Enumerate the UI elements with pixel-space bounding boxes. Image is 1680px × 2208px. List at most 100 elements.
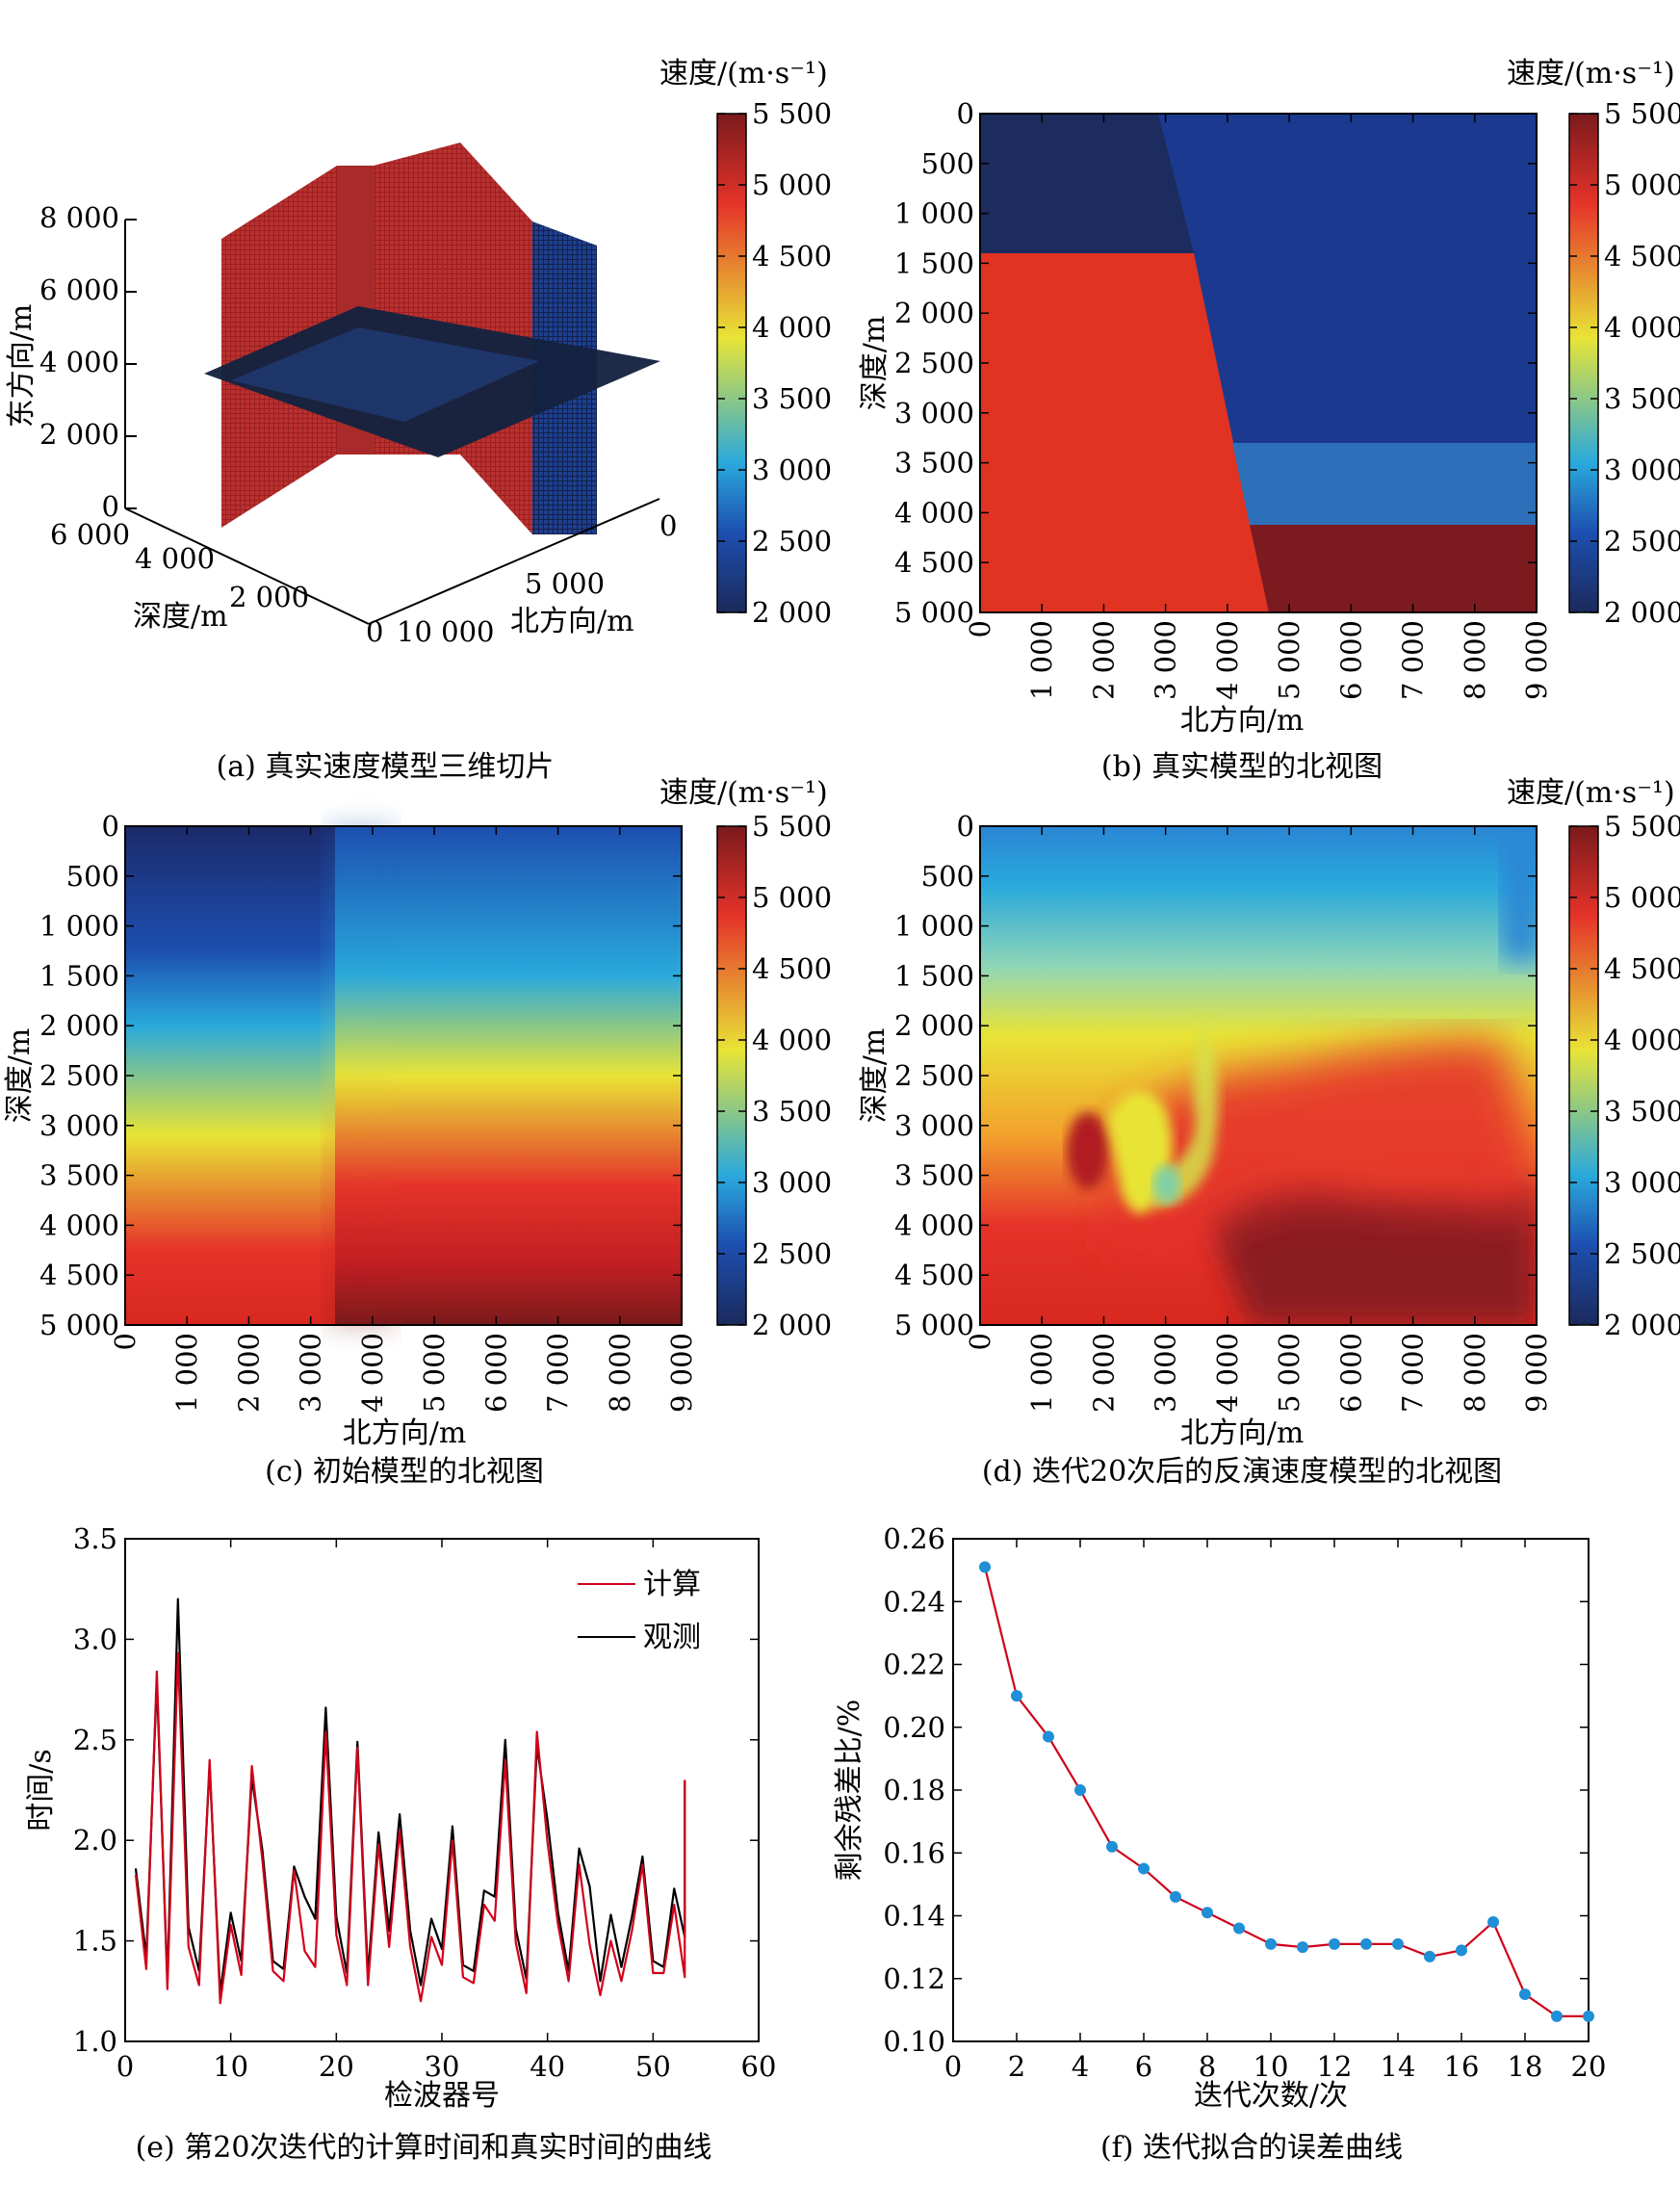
b-ytick-6: 3 000 bbox=[894, 397, 974, 429]
d-red-blob bbox=[1067, 1112, 1109, 1189]
b-cbar-tick-0: 2 000 bbox=[1604, 596, 1680, 629]
d-ytick-8: 4 000 bbox=[894, 1208, 974, 1241]
c-xlabel: 北方向/m bbox=[343, 1416, 467, 1450]
b-caption: (b) 真实模型的北视图 bbox=[1101, 750, 1383, 784]
f-ytick-3: 0.16 bbox=[883, 1836, 945, 1869]
f-xtick-8: 16 bbox=[1444, 2050, 1480, 2083]
f-ylabel: 剩余残差比/% bbox=[833, 1700, 866, 1882]
d-xtick-5: 5 000 bbox=[1273, 1333, 1305, 1413]
d-cbar-tick-5: 4 500 bbox=[1604, 952, 1680, 985]
f-error-point bbox=[1424, 1950, 1435, 1962]
c-xtick-5: 5 000 bbox=[418, 1333, 451, 1413]
f-error-point bbox=[1170, 1890, 1181, 1903]
c-cbar-tick-2: 3 000 bbox=[752, 1166, 832, 1199]
f-ytick-2: 0.14 bbox=[883, 1900, 945, 1933]
f-xtick-9: 18 bbox=[1508, 2050, 1543, 2083]
d-ytick-0: 0 bbox=[957, 810, 974, 843]
f-ytick-8: 0.26 bbox=[883, 1522, 945, 1555]
f-ytick-1: 0.12 bbox=[883, 1962, 945, 1995]
e-xtick-6: 60 bbox=[741, 2050, 777, 2083]
f-error-point bbox=[1551, 2010, 1563, 2022]
b-ytick-1: 500 bbox=[921, 147, 974, 180]
a-tick-depth-0: 0 bbox=[366, 615, 383, 648]
b-xtick-4: 4 000 bbox=[1211, 620, 1244, 700]
c-xtick-9: 9 000 bbox=[665, 1333, 698, 1413]
b-ytick-10: 5 000 bbox=[894, 596, 974, 629]
c-ytick-1: 500 bbox=[66, 860, 119, 893]
d-ytick-10: 5 000 bbox=[894, 1309, 974, 1341]
b-xtick-9: 9 000 bbox=[1520, 620, 1553, 700]
b-fast-layer bbox=[980, 253, 1269, 612]
f-ytick-4: 0.18 bbox=[883, 1774, 945, 1806]
panel-a: 0 2 000 4 000 6 000 8 000 东方向/m 6 000 4 … bbox=[5, 57, 832, 784]
e-series-calc-line bbox=[134, 1651, 686, 2005]
c-ylabel: 深度/m bbox=[3, 1028, 37, 1124]
e-ytick-1: 1.5 bbox=[73, 1925, 117, 1958]
c-xtick-3: 3 000 bbox=[295, 1333, 327, 1413]
a-tick-north-10000: 10 000 bbox=[397, 615, 494, 648]
d-ytick-2: 1 000 bbox=[894, 910, 974, 943]
a-cbar-tick-0: 2 000 bbox=[752, 596, 832, 629]
f-error-point bbox=[1202, 1907, 1213, 1919]
f-xtick-3: 6 bbox=[1135, 2050, 1152, 2083]
d-xtick-7: 7 000 bbox=[1397, 1333, 1430, 1413]
f-error-point bbox=[1487, 1916, 1499, 1929]
a-tick-depth-2000: 2 000 bbox=[229, 581, 309, 613]
f-error-point bbox=[1360, 1937, 1372, 1950]
b-ylabel: 深度/m bbox=[858, 316, 892, 411]
a-cbar-tick-7: 5 500 bbox=[752, 97, 832, 130]
e-caption: (e) 第20次迭代的计算时间和真实时间的曲线 bbox=[136, 2131, 712, 2165]
c-cbar-tick-6: 5 000 bbox=[752, 881, 832, 914]
b-ytick-8: 4 000 bbox=[894, 496, 974, 529]
b-ytick-5: 2 500 bbox=[894, 347, 974, 379]
b-cbar-tick-2: 3 000 bbox=[1604, 454, 1680, 486]
e-xtick-1: 10 bbox=[213, 2050, 248, 2083]
e-ytick-5: 3.5 bbox=[73, 1522, 117, 1555]
d-right-edge-blue bbox=[1502, 826, 1537, 961]
f-ytick-6: 0.22 bbox=[883, 1649, 945, 1681]
a-colorbar bbox=[716, 113, 747, 613]
f-xtick-10: 20 bbox=[1571, 2050, 1607, 2083]
c-ytick-4: 2 000 bbox=[39, 1009, 119, 1042]
f-error-point bbox=[1043, 1730, 1054, 1743]
d-cbar-tick-3: 3 500 bbox=[1604, 1095, 1680, 1128]
a-cbar-tick-4: 4 000 bbox=[752, 311, 832, 344]
f-xtick-0: 0 bbox=[944, 2050, 962, 2083]
e-xtick-0: 0 bbox=[116, 2050, 134, 2083]
panel-b: 0 500 1 000 1 500 2 000 2 500 3 000 3 500 4 000 4… bbox=[858, 57, 1680, 784]
e-ytick-4: 3.0 bbox=[73, 1623, 117, 1655]
c-ytick-2: 1 000 bbox=[39, 910, 119, 943]
panel-d: 0 500 1 000 1 500 2 000 2 500 3 000 3 500 4 000 4… bbox=[858, 776, 1680, 1489]
e-xtick-5: 50 bbox=[635, 2050, 671, 2083]
f-xtick-1: 2 bbox=[1008, 2050, 1025, 2083]
a-tick-north-0: 0 bbox=[659, 509, 677, 542]
b-colorbar bbox=[1568, 113, 1599, 613]
f-ytick-0: 0.10 bbox=[883, 2025, 945, 2058]
slice-horizontal-mid bbox=[231, 327, 539, 422]
a-tick-depth-6000: 6 000 bbox=[50, 518, 130, 551]
b-cbar-tick-7: 5 500 bbox=[1604, 97, 1680, 130]
a-tick-z-2000: 2 000 bbox=[39, 418, 119, 451]
e-xtick-2: 20 bbox=[319, 2050, 354, 2083]
d-ytick-7: 3 500 bbox=[894, 1159, 974, 1192]
a-cbar-tick-1: 2 500 bbox=[752, 525, 832, 558]
e-xtick-4: 40 bbox=[530, 2050, 565, 2083]
a-tick-north-5000: 5 000 bbox=[525, 567, 605, 600]
c-ytick-10: 5 000 bbox=[39, 1309, 119, 1341]
d-xtick-8: 8 000 bbox=[1459, 1333, 1491, 1413]
f-error-point bbox=[1456, 1944, 1467, 1957]
b-colorbar-label: 速度/(m·s⁻¹) bbox=[1507, 57, 1675, 91]
b-cbar-tick-4: 4 000 bbox=[1604, 311, 1680, 344]
d-xtick-4: 4 000 bbox=[1211, 1333, 1244, 1413]
e-series-obs-line bbox=[134, 1598, 686, 1994]
f-caption: (f) 迭代拟合的误差曲线 bbox=[1100, 2131, 1403, 2165]
d-caption: (d) 迭代20次后的反演速度模型的北视图 bbox=[982, 1455, 1502, 1489]
d-cbar-tick-7: 5 500 bbox=[1604, 810, 1680, 843]
d-ytick-4: 2 000 bbox=[894, 1009, 974, 1042]
d-colorbar-label: 速度/(m·s⁻¹) bbox=[1507, 776, 1675, 810]
e-legend-obs: 观测 bbox=[643, 1621, 701, 1654]
c-xtick-2: 2 000 bbox=[232, 1333, 265, 1413]
f-ytick-7: 0.24 bbox=[883, 1585, 945, 1618]
c-ytick-8: 4 000 bbox=[39, 1208, 119, 1241]
colorbar-icon: 2 000 2 500 3 000 3 500 4 000 4 500 5 000 5 500 bbox=[717, 97, 832, 629]
